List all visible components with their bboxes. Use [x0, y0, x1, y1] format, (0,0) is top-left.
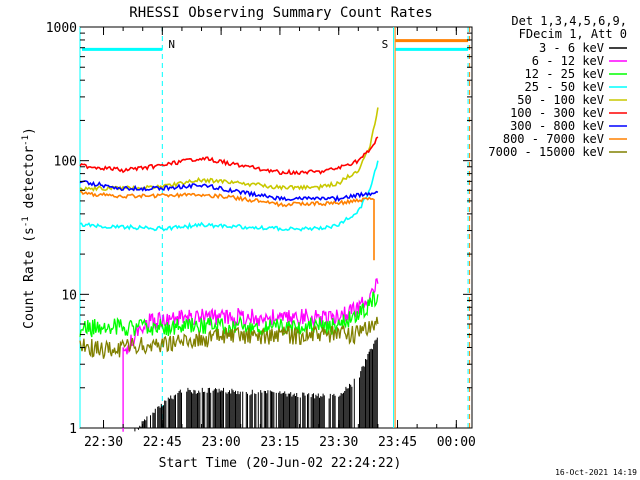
x-tick-label: 23:00 — [202, 435, 241, 450]
y-axis-label-mid: detector — [22, 146, 37, 217]
y-axis-label-exp2: -1 — [21, 135, 31, 146]
legend: Det 1,3,4,5,6,9, FDecim 1, Att 0 3 - 6 k… — [488, 14, 627, 159]
x-tick-label: 23:30 — [319, 435, 358, 450]
series-line — [79, 160, 379, 232]
legend-label: 3 - 6 keV — [539, 41, 604, 55]
series-lines — [79, 107, 379, 432]
y-tick-label: 1000 — [46, 21, 77, 36]
marker-label: N — [168, 38, 175, 51]
legend-label: 50 - 100 keV — [517, 93, 604, 107]
y-tick-label: 100 — [54, 155, 77, 170]
series-line — [79, 136, 379, 176]
legend-header-line2: FDecim 1, Att 0 — [519, 27, 627, 41]
legend-label: 800 - 7000 keV — [503, 132, 604, 146]
chart-title: RHESSI Observing Summary Count Rates — [129, 5, 432, 21]
legend-label: 100 - 300 keV — [510, 106, 604, 120]
x-tick-label: 00:00 — [437, 435, 476, 450]
legend-label: 300 - 800 keV — [510, 119, 604, 133]
vertical-markers — [79, 27, 471, 428]
legend-header-line1: Det 1,3,4,5,6,9, — [511, 14, 627, 28]
x-axis: 22:30 22:45 23:00 23:15 23:30 23:45 00:00 — [84, 27, 476, 450]
y-axis: 1 10 100 1000 — [46, 21, 472, 437]
series-line — [79, 180, 379, 203]
legend-label: 25 - 50 keV — [525, 80, 604, 94]
series-line — [79, 107, 379, 192]
legend-label: 6 - 12 keV — [532, 54, 604, 68]
x-tick-label: 23:15 — [260, 435, 299, 450]
y-axis-label-main: Count Rate (s — [22, 227, 37, 329]
x-tick-label: 22:30 — [84, 435, 123, 450]
timestamp: 16-Oct-2021 14:19 — [555, 468, 637, 477]
y-axis-label-end: ) — [22, 127, 37, 135]
x-tick-label: 22:45 — [143, 435, 182, 450]
x-axis-label: Start Time (20-Jun-02 22:24:22) — [159, 456, 402, 471]
legend-label: 7000 - 15000 keV — [488, 145, 604, 159]
x-tick-label: 23:45 — [378, 435, 417, 450]
series-line — [122, 277, 379, 432]
series-line — [79, 190, 375, 261]
series-line — [79, 316, 379, 359]
y-tick-label: 1 — [69, 422, 77, 437]
y-axis-label-exp1: -1 — [21, 216, 31, 227]
y-tick-label: 10 — [61, 288, 77, 303]
flag-bars — [82, 39, 469, 51]
y-axis-label: Count Rate (s-1 detector-1) — [21, 127, 37, 329]
series-line — [134, 337, 378, 432]
marker-label: S — [382, 38, 389, 51]
legend-label: 12 - 25 keV — [525, 67, 604, 81]
